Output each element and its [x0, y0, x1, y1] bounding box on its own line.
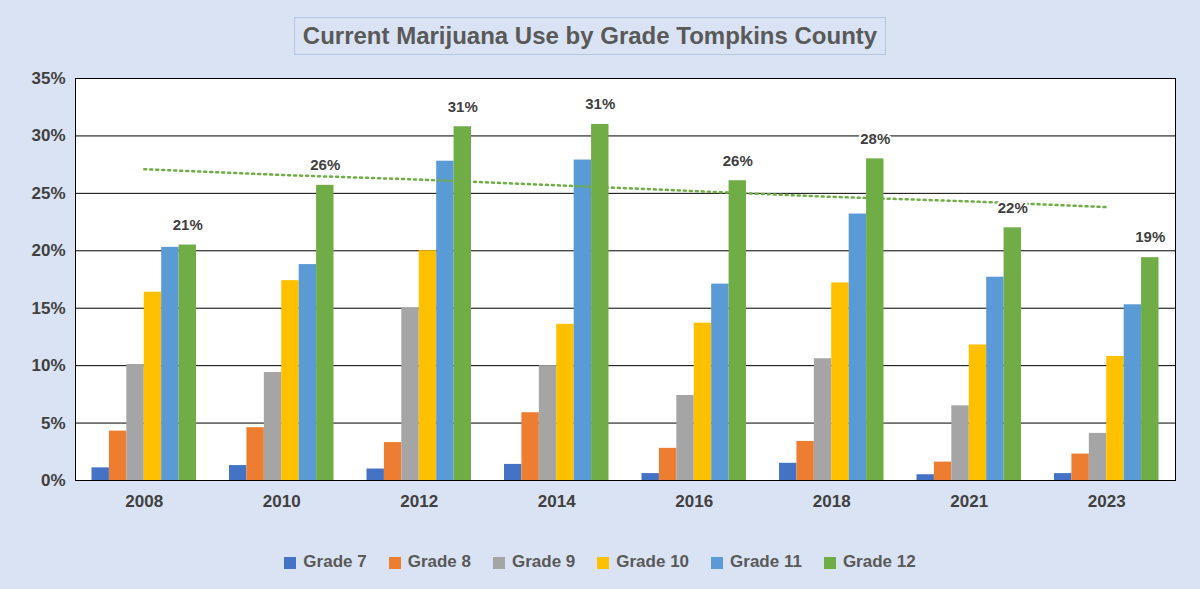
svg-text:2016: 2016	[675, 492, 713, 511]
svg-text:5%: 5%	[41, 414, 66, 433]
html-text:Grade 9: Grade 9	[512, 552, 576, 571]
html-text:Grade 11: Grade 11	[730, 552, 802, 571]
html-text:Grade 8: Grade 8	[407, 552, 471, 571]
svg-text:26%: 26%	[310, 156, 340, 173]
svg-text:20%: 20%	[31, 241, 65, 260]
svg-text:28%: 28%	[860, 130, 890, 147]
svg-text:2010: 2010	[263, 492, 301, 511]
svg-text:19%: 19%	[1135, 228, 1165, 245]
svg-text:35%: 35%	[31, 69, 65, 88]
html-text:Grade 7: Grade 7	[303, 552, 367, 571]
svg-text:31%: 31%	[448, 98, 478, 115]
svg-text:30%: 30%	[31, 126, 65, 145]
svg-text:2023: 2023	[1088, 492, 1126, 511]
svg-text:22%: 22%	[998, 199, 1028, 216]
svg-text:0%: 0%	[41, 471, 66, 490]
svg-text:21%: 21%	[173, 216, 203, 233]
svg-text:31%: 31%	[585, 95, 615, 112]
svg-text:2012: 2012	[400, 492, 438, 511]
svg-text:2008: 2008	[125, 492, 163, 511]
html-text:Current Marijuana Use by Grade: Current Marijuana Use by Grade Tompkins …	[302, 22, 878, 49]
html-text:Grade 12: Grade 12	[842, 552, 916, 571]
svg-text:2014: 2014	[538, 492, 576, 511]
svg-text:2021: 2021	[950, 492, 988, 511]
svg-text:25%: 25%	[31, 184, 65, 203]
svg-text:26%: 26%	[723, 152, 753, 169]
svg-text:15%: 15%	[31, 299, 65, 318]
svg-text:10%: 10%	[31, 356, 65, 375]
html-text:Grade 10: Grade 10	[616, 552, 689, 571]
svg-text:2018: 2018	[813, 492, 851, 511]
